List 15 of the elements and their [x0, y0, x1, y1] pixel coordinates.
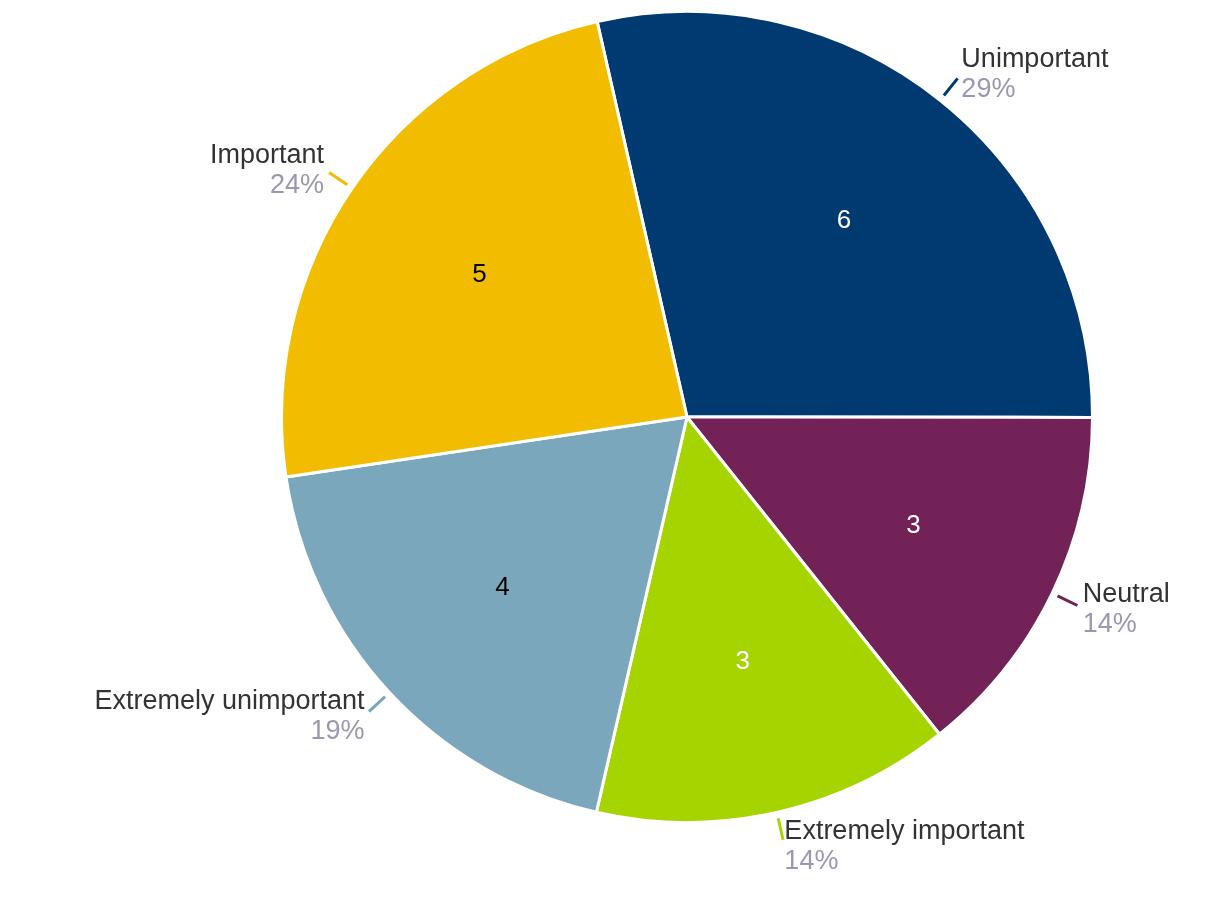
- data-label: 3: [906, 509, 921, 540]
- text: 24%: [270, 168, 325, 199]
- slice-label: Important: [210, 138, 325, 169]
- slice-label: Extremely unimportant: [94, 685, 366, 716]
- text: 14%: [784, 845, 839, 876]
- slice-label: Neutral: [1082, 577, 1170, 608]
- slice-label: Extremely important: [784, 815, 1025, 846]
- text: 19%: [310, 715, 365, 746]
- slice-label: Unimportant: [961, 43, 1109, 74]
- data-label: 5: [472, 258, 487, 289]
- text: 14%: [1082, 607, 1137, 638]
- text: 29%: [961, 73, 1016, 104]
- data-label: 4: [495, 570, 510, 601]
- data-label: 6: [836, 203, 852, 234]
- data-label: 3: [735, 645, 750, 676]
